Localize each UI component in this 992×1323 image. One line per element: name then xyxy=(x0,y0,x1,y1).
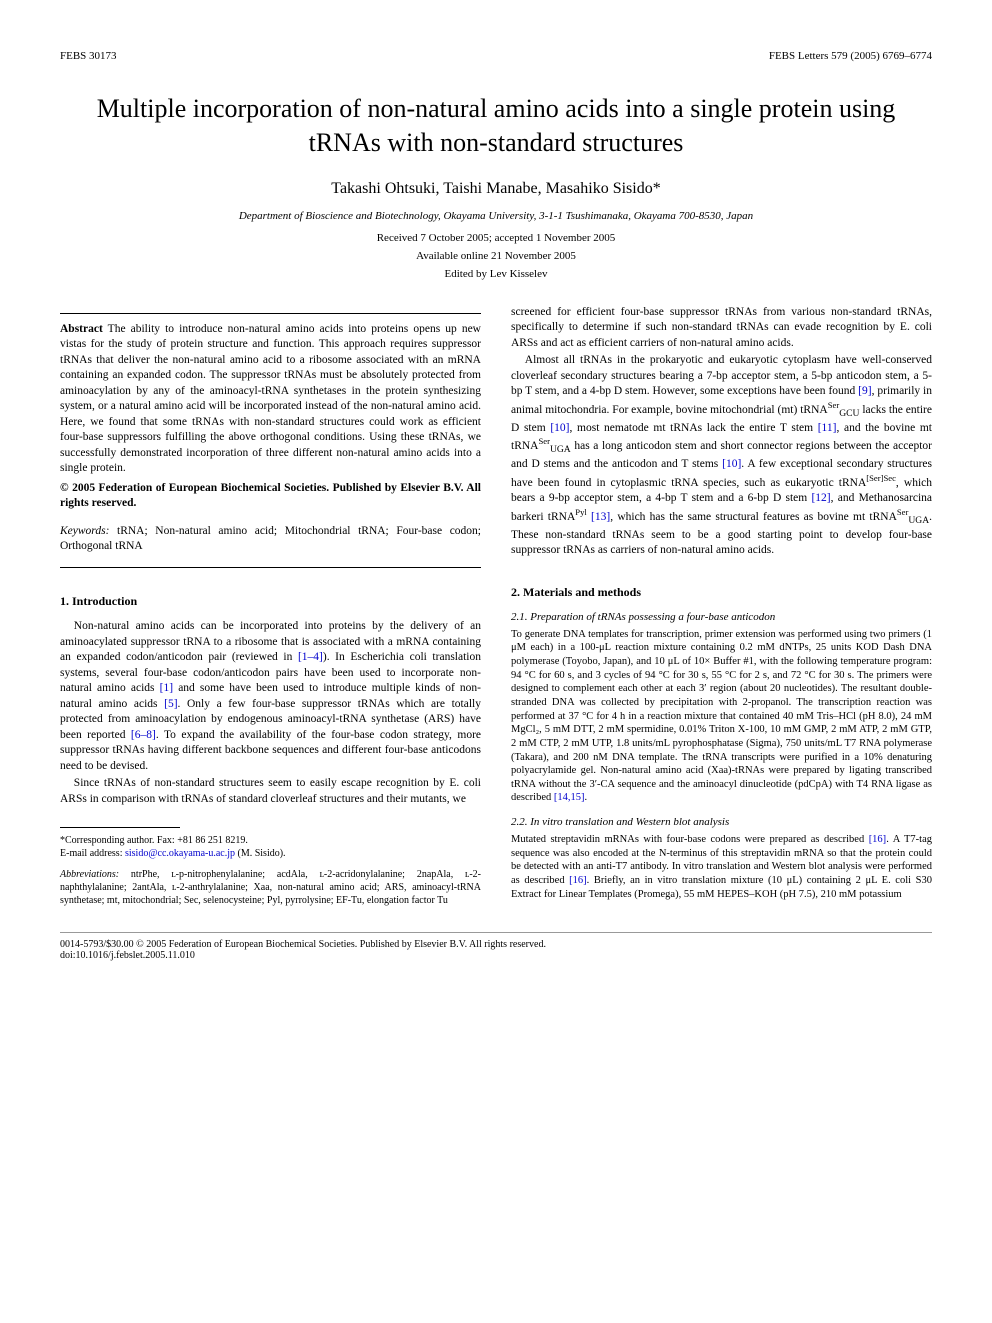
methods-sub2-heading: 2.2. In vitro translation and Western bl… xyxy=(511,815,932,830)
online-date: Available online 21 November 2005 xyxy=(60,250,932,262)
methods-sub2-text: Mutated streptavidin mRNAs with four-bas… xyxy=(511,833,932,901)
keywords-label: Keywords: xyxy=(60,525,109,537)
editor: Edited by Lev Kisselev xyxy=(60,268,932,280)
journal-header: FEBS 30173 FEBS Letters 579 (2005) 6769–… xyxy=(60,50,932,62)
abstract-label: Abstract xyxy=(60,323,103,335)
abstract-text: The ability to introduce non-natural ami… xyxy=(60,323,481,475)
ref-13[interactable]: [13] xyxy=(591,511,610,523)
methods-sub1-text: To generate DNA templates for transcript… xyxy=(511,628,932,805)
bottom-copyright: 0014-5793/$30.00 © 2005 Federation of Eu… xyxy=(60,932,932,961)
intro-p3: screened for efficient four-base suppres… xyxy=(511,305,932,352)
main-content: Abstract The ability to introduce non-na… xyxy=(60,305,932,908)
email-link[interactable]: sisido@cc.okayama-u.ac.jp xyxy=(125,848,235,859)
ref-5[interactable]: [5] xyxy=(164,698,177,710)
intro-heading: 1. Introduction xyxy=(60,593,481,609)
ref-10b[interactable]: [10] xyxy=(722,458,741,470)
intro-p4: Almost all tRNAs in the prokaryotic and … xyxy=(511,353,932,559)
affiliation: Department of Bioscience and Biotechnolo… xyxy=(60,210,932,222)
ref-6-8[interactable]: [6–8] xyxy=(131,729,156,741)
ref-12[interactable]: [12] xyxy=(811,492,830,504)
ref-9[interactable]: [9] xyxy=(858,385,871,397)
abstract-bottom-rule xyxy=(60,567,481,568)
ref-11[interactable]: [11] xyxy=(818,422,837,434)
email-line: E-mail address: sisido@cc.okayama-u.ac.j… xyxy=(60,847,481,860)
footnote-rule xyxy=(60,827,180,828)
ref-14-15[interactable]: [14,15] xyxy=(554,792,585,803)
methods-heading: 2. Materials and methods xyxy=(511,584,932,600)
ref-1-4[interactable]: [1–4] xyxy=(298,651,323,663)
abstract-copyright: © 2005 Federation of European Biochemica… xyxy=(60,481,481,512)
abstract-top-rule xyxy=(60,313,481,314)
email-suffix: (M. Sisido). xyxy=(235,848,286,859)
keywords: Keywords: tRNA; Non-natural amino acid; … xyxy=(60,524,481,555)
abbreviations: Abbreviations: ntrPhe, ʟ-p-nitrophenylal… xyxy=(60,868,481,907)
ref-10a[interactable]: [10] xyxy=(550,422,569,434)
methods-sub1-heading: 2.1. Preparation of tRNAs possessing a f… xyxy=(511,610,932,625)
intro-p1: Non-natural amino acids can be incorpora… xyxy=(60,619,481,774)
authors: Takashi Ohtsuki, Taishi Manabe, Masahiko… xyxy=(60,180,932,198)
keywords-text: tRNA; Non-natural amino acid; Mitochondr… xyxy=(60,525,481,553)
right-column: screened for efficient four-base suppres… xyxy=(511,305,932,908)
abbrev-text: ntrPhe, ʟ-p-nitrophenylalanine; acdAla, … xyxy=(60,869,481,906)
intro-p2: Since tRNAs of non-standard structures s… xyxy=(60,776,481,807)
copyright-line: 0014-5793/$30.00 © 2005 Federation of Eu… xyxy=(60,939,932,950)
doi-line: doi:10.1016/j.febslet.2005.11.010 xyxy=(60,950,932,961)
ref-16b[interactable]: [16] xyxy=(569,875,587,886)
received-date: Received 7 October 2005; accepted 1 Nove… xyxy=(60,232,932,244)
abstract-block: Abstract The ability to introduce non-na… xyxy=(60,322,481,512)
email-label: E-mail address: xyxy=(60,848,125,859)
ref-16a[interactable]: [16] xyxy=(869,834,887,845)
header-left: FEBS 30173 xyxy=(60,50,117,62)
abbrev-label: Abbreviations: xyxy=(60,869,119,880)
corresponding-author: *Corresponding author. Fax: +81 86 251 8… xyxy=(60,834,481,847)
header-right: FEBS Letters 579 (2005) 6769–6774 xyxy=(769,50,932,62)
left-column: Abstract The ability to introduce non-na… xyxy=(60,305,481,908)
article-title: Multiple incorporation of non-natural am… xyxy=(60,92,932,160)
ref-1[interactable]: [1] xyxy=(160,682,173,694)
